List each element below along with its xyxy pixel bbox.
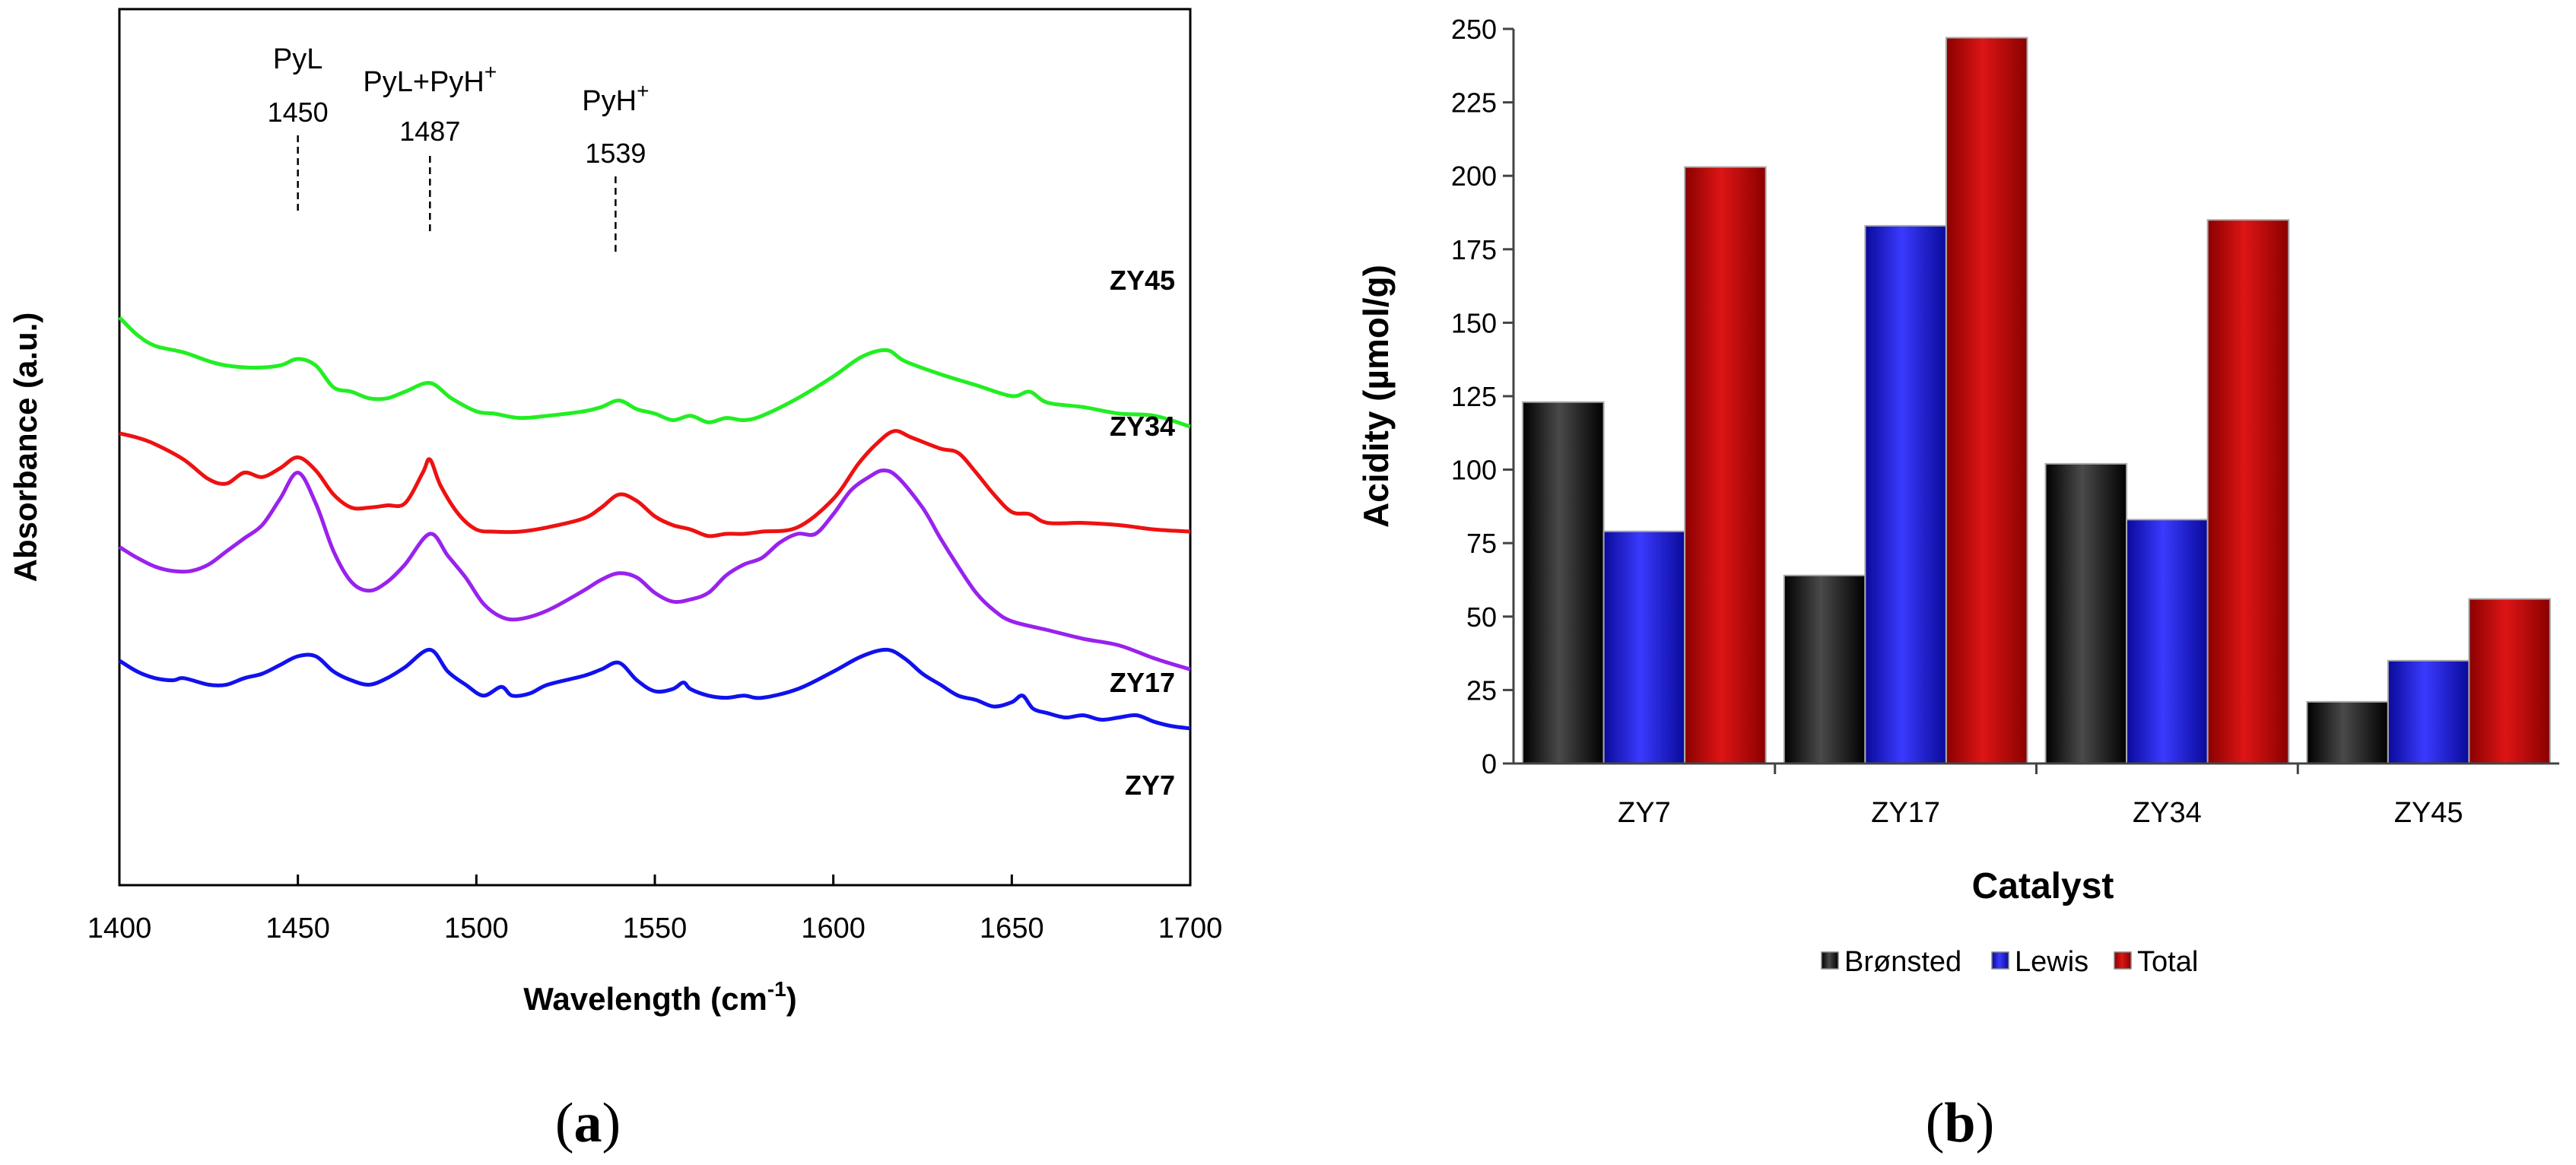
bar-zy34-br-nsted [2044,462,2128,764]
bar-zy45-br-nsted [2306,700,2389,765]
x-tick-label-1700: 1700 [1158,913,1223,944]
series-line-zy45 [118,316,1191,429]
series-label-zy17: ZY17 [1110,667,1175,698]
panel-b-bars [1522,37,2551,765]
y-tick-label-75: 75 [1466,528,1497,559]
y-tick-label-0: 0 [1482,748,1497,779]
x-axis-title-superscript: -1 [767,977,786,1001]
panel-a-label: (a) [555,1092,621,1154]
series-line-zy17 [118,468,1191,671]
panel-a-annotations: PyL 1450 PyL+PyH+ 1487 PyH+ 1539 [268,43,649,253]
x-tick-label-1550: 1550 [623,913,688,944]
y-tick-label-250: 250 [1451,14,1497,45]
panel-a-x-ticks: 1400 1450 1500 1550 1600 1650 1700 [87,875,1223,944]
legend-label-br-nsted: Brønsted [1844,946,1961,978]
panel-b-x-axis-title: Catalyst [1972,866,2114,906]
panel-b-y-ticks: 0 25 50 75 100 125 150 175 200 225 250 [1451,14,1514,779]
annotation-1539-value: 1539 [585,138,646,169]
annotation-pyh-label: PyH+ [582,79,649,117]
series-label-zy7: ZY7 [1125,770,1175,801]
bar-zy34-total [2206,219,2290,765]
y-tick-label-225: 225 [1451,87,1497,119]
bar-zy17-br-nsted [1783,574,1866,764]
series-line-zy7 [118,647,1191,731]
annotation-pyl-label: PyL [273,43,322,75]
panel-a-series-labels: ZY45 ZY34 ZY17 ZY7 [1110,265,1175,801]
x-tick-label-1600: 1600 [801,913,866,944]
panel-a-y-axis-title: Absorbance (a.u.) [8,313,43,582]
panel-b-legend: Brønsted Lewis Total [1821,946,2198,978]
y-tick-label-125: 125 [1451,381,1497,412]
bar-zy45-lewis [2387,659,2470,765]
annotation-pyl-pyh-label: PyL+PyH+ [363,60,497,98]
y-tick-label-175: 175 [1451,234,1497,265]
category-label-zy7: ZY7 [1618,797,1671,829]
series-label-zy45: ZY45 [1110,265,1175,296]
panel-b-category-labels: ZY7 ZY17 ZY34 ZY45 [1618,763,2463,829]
y-tick-label-200: 200 [1451,160,1497,192]
panel-a: 1400 1450 1500 1550 1600 1650 1700 PyL 1450 PyL+… [8,8,1223,1154]
panel-a-x-axis-title: Wavelength (cm-1) [523,977,796,1017]
bar-zy34-lewis [2126,519,2209,765]
y-tick-label-100: 100 [1451,455,1497,486]
bar-zy7-total [1684,166,1767,765]
bar-zy7-br-nsted [1522,401,1605,765]
series-label-zy34: ZY34 [1110,411,1175,442]
panel-b-y-axis-title: Acidity (µmol/g) [1356,265,1396,528]
legend-label-lewis: Lewis [2015,946,2088,978]
x-tick-label-1400: 1400 [87,913,152,944]
bar-zy7-lewis [1602,530,1686,765]
bar-zy17-total [1945,37,2028,765]
category-label-zy17: ZY17 [1871,797,1940,829]
legend-swatch-br-nsted [1821,951,1839,970]
y-tick-label-50: 50 [1466,602,1497,633]
category-label-zy34: ZY34 [2133,797,2202,829]
y-tick-label-150: 150 [1451,307,1497,338]
y-tick-label-25: 25 [1466,675,1497,706]
series-line-zy34 [119,429,1191,538]
panel-b: 0 25 50 75 100 125 150 175 200 225 250 ZY7 ZY17 ZY34… [1356,14,2559,1154]
category-label-zy45: ZY45 [2394,797,2463,829]
x-tick-label-1650: 1650 [980,913,1044,944]
legend-swatch-lewis [1991,951,2009,970]
annotation-1487-value: 1487 [399,116,460,147]
bar-zy45-total [2468,598,2551,765]
legend-label-total: Total [2137,946,2198,978]
x-tick-label-1450: 1450 [265,913,330,944]
annotation-1450-value: 1450 [268,97,329,128]
panel-a-plot-frame [118,8,1192,887]
panel-b-label: (b) [1926,1092,1994,1154]
legend-swatch-total [2114,951,2132,970]
bar-zy17-lewis [1864,224,1947,764]
x-tick-label-1500: 1500 [444,913,509,944]
panel-a-series [118,316,1191,731]
